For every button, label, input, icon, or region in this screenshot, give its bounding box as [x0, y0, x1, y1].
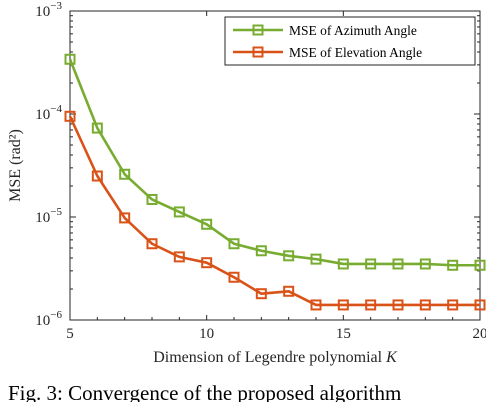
plot-frame: [69, 10, 481, 321]
data-point: [255, 288, 267, 300]
x-tick-label: 20: [473, 326, 486, 342]
legend-swatch-marker: [252, 24, 264, 36]
data-point: [91, 122, 103, 134]
data-point: [447, 299, 459, 311]
legend-label: MSE of Elevation Angle: [289, 45, 422, 60]
data-point: [201, 218, 213, 230]
data-point: [283, 250, 295, 262]
y-tick-label: 10−3: [35, 0, 62, 20]
data-point: [173, 206, 185, 218]
figure-caption: Fig. 3: Convergence of the proposed algo…: [8, 381, 401, 402]
data-point: [228, 271, 240, 283]
data-point: [91, 170, 103, 182]
data-point: [173, 251, 185, 263]
data-point: [119, 168, 131, 180]
data-point: [64, 110, 76, 122]
data-point: [201, 257, 213, 269]
legend-swatch-marker: [252, 46, 264, 58]
data-point: [337, 258, 349, 270]
series-layer: [64, 53, 486, 311]
data-point: [474, 299, 486, 311]
series-line: [68, 58, 480, 267]
data-point: [392, 299, 404, 311]
x-tick-label: 5: [66, 326, 74, 342]
data-point: [419, 299, 431, 311]
data-point: [337, 299, 349, 311]
y-tick-label: 10−6: [35, 309, 62, 329]
x-tick-label: 15: [336, 326, 351, 342]
x-tick-label: 10: [199, 326, 214, 342]
data-point: [146, 238, 158, 250]
data-point: [64, 53, 76, 65]
legend: MSE of Azimuth Angle MSE of Elevation Ang…: [224, 16, 476, 66]
data-point: [365, 258, 377, 270]
data-point: [447, 259, 459, 271]
data-point: [119, 212, 131, 224]
series-line: [68, 115, 480, 307]
y-tick-label: 10−5: [35, 206, 62, 226]
y-tick-label: 10−4: [35, 103, 62, 123]
x-axis-label: Dimension of Legendre polynomial K: [153, 349, 398, 366]
data-point: [392, 258, 404, 270]
legend-label: MSE of Azimuth Angle: [289, 23, 417, 38]
data-point: [228, 238, 240, 250]
data-point: [283, 285, 295, 297]
axes: 5 10 15 20 10−6 10−5 10−4 10−3 Dimension of Lege…: [7, 0, 486, 366]
data-point: [146, 193, 158, 205]
data-point: [365, 299, 377, 311]
data-point: [474, 259, 486, 271]
data-point: [255, 245, 267, 257]
legend-box: [224, 16, 476, 66]
data-point: [310, 299, 322, 311]
y-axis-label: MSE (rad²): [7, 129, 24, 202]
data-point: [419, 258, 431, 270]
data-point: [310, 253, 322, 265]
